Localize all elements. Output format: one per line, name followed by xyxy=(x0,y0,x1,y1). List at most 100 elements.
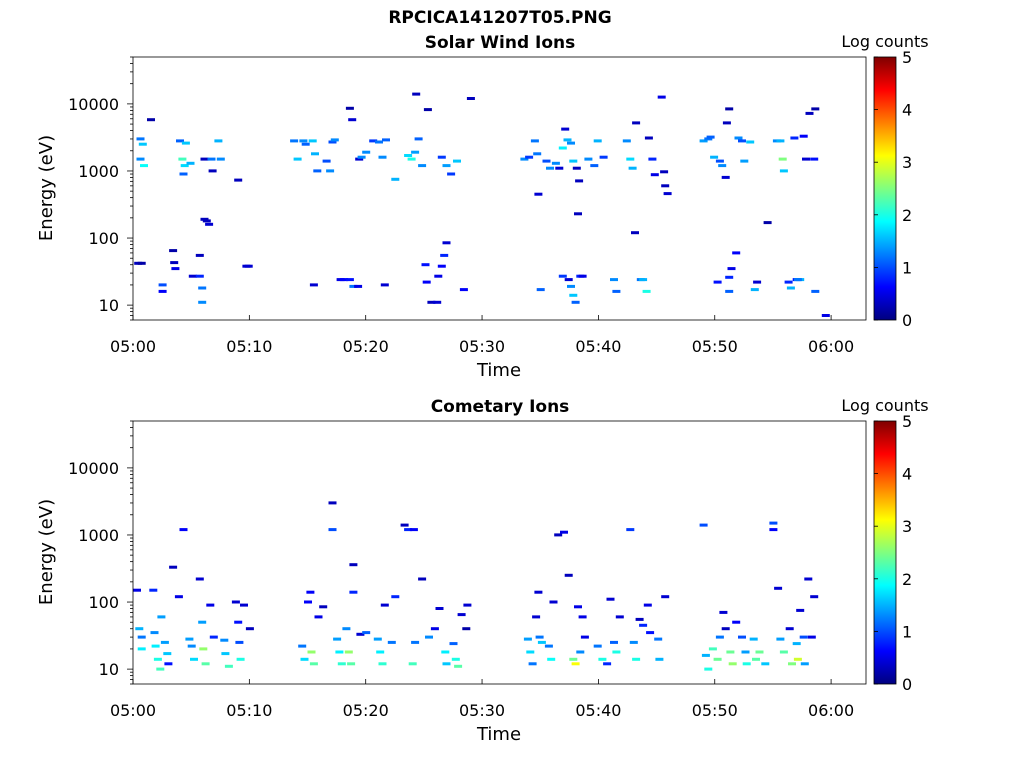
heatmap-cell xyxy=(349,590,358,594)
heatmap-cell xyxy=(422,280,431,284)
x-tick-label: 06:00 xyxy=(808,337,854,356)
heatmap-cell xyxy=(198,300,207,304)
heatmap-cell xyxy=(655,657,664,661)
heatmap-cell xyxy=(198,620,207,624)
heatmap-cell xyxy=(309,662,318,666)
heatmap-cell xyxy=(523,637,532,641)
heatmap-cell xyxy=(715,635,724,639)
heatmap-cell xyxy=(216,157,225,161)
heatmap-cell xyxy=(164,662,173,666)
heatmap-cell xyxy=(437,264,446,268)
heatmap-cell xyxy=(151,644,160,648)
heatmap-cell xyxy=(421,263,430,267)
heatmap-cell xyxy=(563,138,572,142)
heatmap-cell xyxy=(558,274,567,278)
heatmap-cell xyxy=(699,139,708,143)
heatmap-cell xyxy=(387,640,396,644)
heatmap-cell xyxy=(418,577,427,581)
heatmap-cell xyxy=(593,644,602,648)
heatmap-cell xyxy=(606,597,615,601)
heatmap-cell xyxy=(459,288,468,292)
heatmap-cell xyxy=(536,288,545,292)
heatmap-cell xyxy=(169,249,178,253)
heatmap-cell xyxy=(199,647,208,651)
heatmap-cell xyxy=(525,155,534,159)
heatmap-cell xyxy=(298,644,307,648)
x-axis-label: Time xyxy=(476,360,521,381)
heatmap-cell xyxy=(526,650,535,654)
x-tick-label: 05:10 xyxy=(226,701,272,720)
heatmap-cell xyxy=(574,212,582,216)
heatmap-cell xyxy=(544,644,553,648)
heatmap-cell xyxy=(149,588,158,592)
heatmap-cell xyxy=(575,179,584,183)
heatmap-cell xyxy=(208,169,217,173)
heatmap-cell xyxy=(753,280,762,284)
heatmap-cell xyxy=(466,97,475,100)
heatmap-cell xyxy=(195,253,204,257)
heatmap-cell xyxy=(661,184,670,188)
heatmap-cell xyxy=(598,657,607,661)
heatmap-cell xyxy=(807,635,816,639)
heatmap-cell xyxy=(301,142,310,146)
heatmap-cell xyxy=(442,241,451,245)
heatmap-cell xyxy=(434,274,443,278)
colorbar-gradient xyxy=(873,56,897,321)
heatmap-cell xyxy=(661,595,670,599)
heatmap-cell xyxy=(133,588,141,592)
heatmap-cell xyxy=(304,600,312,604)
colorbar-label: Log counts xyxy=(841,32,928,51)
heatmap-cell xyxy=(236,657,245,661)
heatmap-cell xyxy=(547,657,556,661)
colorbar: 0 1 2 3 4 5 Log counts xyxy=(841,396,928,694)
heatmap-cell xyxy=(447,172,456,176)
heatmap-cell xyxy=(537,640,546,644)
heatmap-cell xyxy=(160,640,169,644)
heatmap-cell xyxy=(356,632,365,636)
heatmap-cell xyxy=(732,620,741,624)
heatmap-cell xyxy=(642,289,651,293)
heatmap-cell xyxy=(612,650,621,654)
heatmap-cell xyxy=(412,92,421,96)
heatmap-cell xyxy=(542,159,551,163)
heatmap-cell xyxy=(306,590,315,594)
heatmap-cell xyxy=(644,136,653,140)
heatmap-cell xyxy=(234,620,243,624)
heatmap-cell xyxy=(206,603,215,607)
heatmap-cell xyxy=(342,627,351,631)
heatmap-cell xyxy=(136,157,145,161)
heatmap-cell xyxy=(176,139,184,143)
y-axis: 10 100 1000 10000 xyxy=(68,420,133,685)
heatmap-cell xyxy=(299,139,308,143)
heatmap-cell xyxy=(404,154,413,157)
heatmap-cell xyxy=(179,528,188,532)
heatmap-cell xyxy=(322,159,331,163)
heatmap-cell xyxy=(138,142,147,146)
heatmap-cell xyxy=(190,657,198,661)
heatmap-cell xyxy=(378,155,387,159)
colorbar-label: Log counts xyxy=(841,396,928,415)
heatmap-cell xyxy=(792,642,801,646)
heatmap-cell xyxy=(344,650,353,654)
data-cells xyxy=(133,501,819,671)
heatmap-cell xyxy=(347,662,356,666)
heatmap-cell xyxy=(153,657,162,661)
heatmap-cell xyxy=(612,289,621,293)
heatmap-cell xyxy=(774,586,783,590)
heatmap-cell xyxy=(520,157,529,161)
heatmap-cell xyxy=(423,108,432,112)
data-cells xyxy=(134,92,830,317)
heatmap-cell xyxy=(140,164,148,168)
heatmap-cell xyxy=(654,637,663,641)
x-tick-label: 05:10 xyxy=(226,337,272,356)
heatmap-cell xyxy=(650,173,659,177)
heatmap-cell xyxy=(411,150,420,154)
y-axis-label: Energy (eV) xyxy=(36,135,57,241)
plot-frame xyxy=(132,56,867,321)
heatmap-cell xyxy=(337,662,346,666)
heatmap-cell xyxy=(435,607,444,610)
heatmap-cell xyxy=(454,664,463,668)
heatmap-cell xyxy=(147,118,155,122)
